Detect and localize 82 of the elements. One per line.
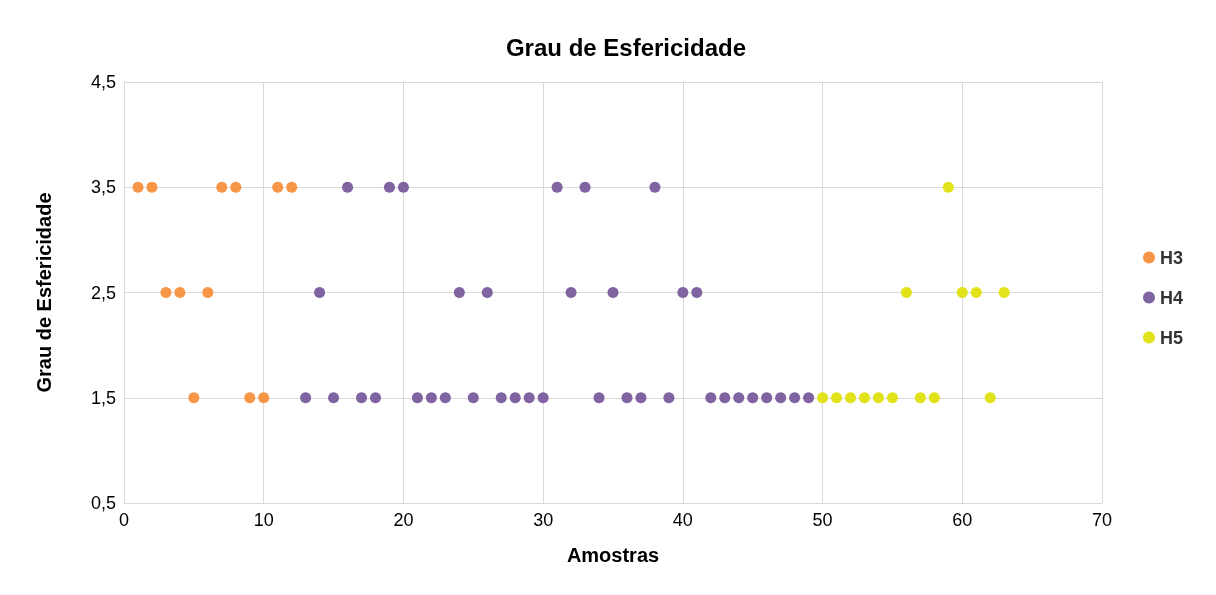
point: [789, 392, 801, 404]
point: [719, 392, 731, 404]
legend-label: H3: [1159, 247, 1184, 268]
point: [621, 392, 633, 404]
legend-label: H5: [1159, 327, 1184, 348]
point: [663, 392, 675, 404]
x-axis-title: Amostras: [566, 544, 660, 566]
point: [747, 392, 759, 404]
chart-title: Grau de Esfericidade: [505, 33, 747, 61]
y-tick-label: 2,5: [90, 282, 116, 303]
point: [928, 392, 940, 404]
point: [244, 392, 256, 404]
legend-label: H4: [1159, 287, 1184, 308]
x-tick-label: 20: [393, 510, 414, 530]
point: [146, 181, 158, 193]
point: [649, 181, 661, 193]
point: [914, 392, 926, 404]
point: [872, 392, 884, 404]
point: [383, 181, 395, 193]
x-tick-label: 10: [253, 510, 274, 530]
point: [593, 392, 605, 404]
point: [370, 392, 381, 404]
point: [886, 392, 898, 404]
point: [775, 392, 787, 404]
x-tick-label: 60: [952, 510, 973, 530]
point: [188, 392, 200, 404]
point: [761, 392, 773, 404]
point: [495, 392, 507, 404]
point: [258, 392, 270, 404]
point: [160, 287, 172, 298]
x-tick-label: 40: [672, 510, 693, 530]
point: [286, 181, 298, 193]
point: [859, 392, 870, 404]
point: [509, 392, 521, 404]
point: [579, 181, 591, 193]
point: [705, 392, 717, 404]
point: [900, 287, 912, 298]
y-axis-title: Grau de Esfericidade: [33, 192, 55, 393]
point: [216, 181, 228, 193]
point: [998, 287, 1010, 298]
point: [803, 392, 815, 404]
point: [607, 287, 619, 298]
x-tick-label: 30: [533, 510, 554, 530]
point: [984, 392, 996, 404]
point: [453, 287, 465, 298]
point: [565, 287, 577, 298]
x-tick-label: 0: [118, 510, 130, 530]
point: [439, 392, 451, 404]
point: [356, 392, 368, 404]
y-tick-label: 3,5: [90, 177, 116, 198]
y-tick-label: 0,5: [90, 493, 116, 513]
point: [397, 181, 409, 193]
y-tick-label: 1,5: [90, 387, 116, 408]
point: [202, 287, 214, 298]
point: [411, 392, 423, 404]
point: [677, 287, 689, 298]
point: [132, 181, 144, 193]
point: [817, 392, 829, 404]
point: [537, 392, 549, 404]
point: [831, 392, 843, 404]
point: [272, 181, 284, 193]
point: [551, 181, 563, 193]
point: [481, 287, 493, 298]
point: [300, 392, 312, 404]
point: [174, 287, 186, 298]
point: [467, 392, 479, 404]
point: [691, 287, 703, 298]
point: [970, 287, 982, 298]
y-tick-label: 4,5: [90, 72, 116, 92]
point: [942, 181, 954, 193]
point: [635, 392, 647, 404]
point: [314, 287, 326, 298]
x-tick-label: 50: [812, 510, 833, 530]
point: [230, 181, 242, 193]
point: [328, 392, 340, 404]
point: [845, 392, 857, 404]
point: [733, 392, 745, 404]
point: [425, 392, 437, 404]
x-tick-label: 70: [1091, 510, 1113, 530]
point: [342, 181, 354, 193]
point: [523, 392, 535, 404]
point: [956, 287, 968, 298]
